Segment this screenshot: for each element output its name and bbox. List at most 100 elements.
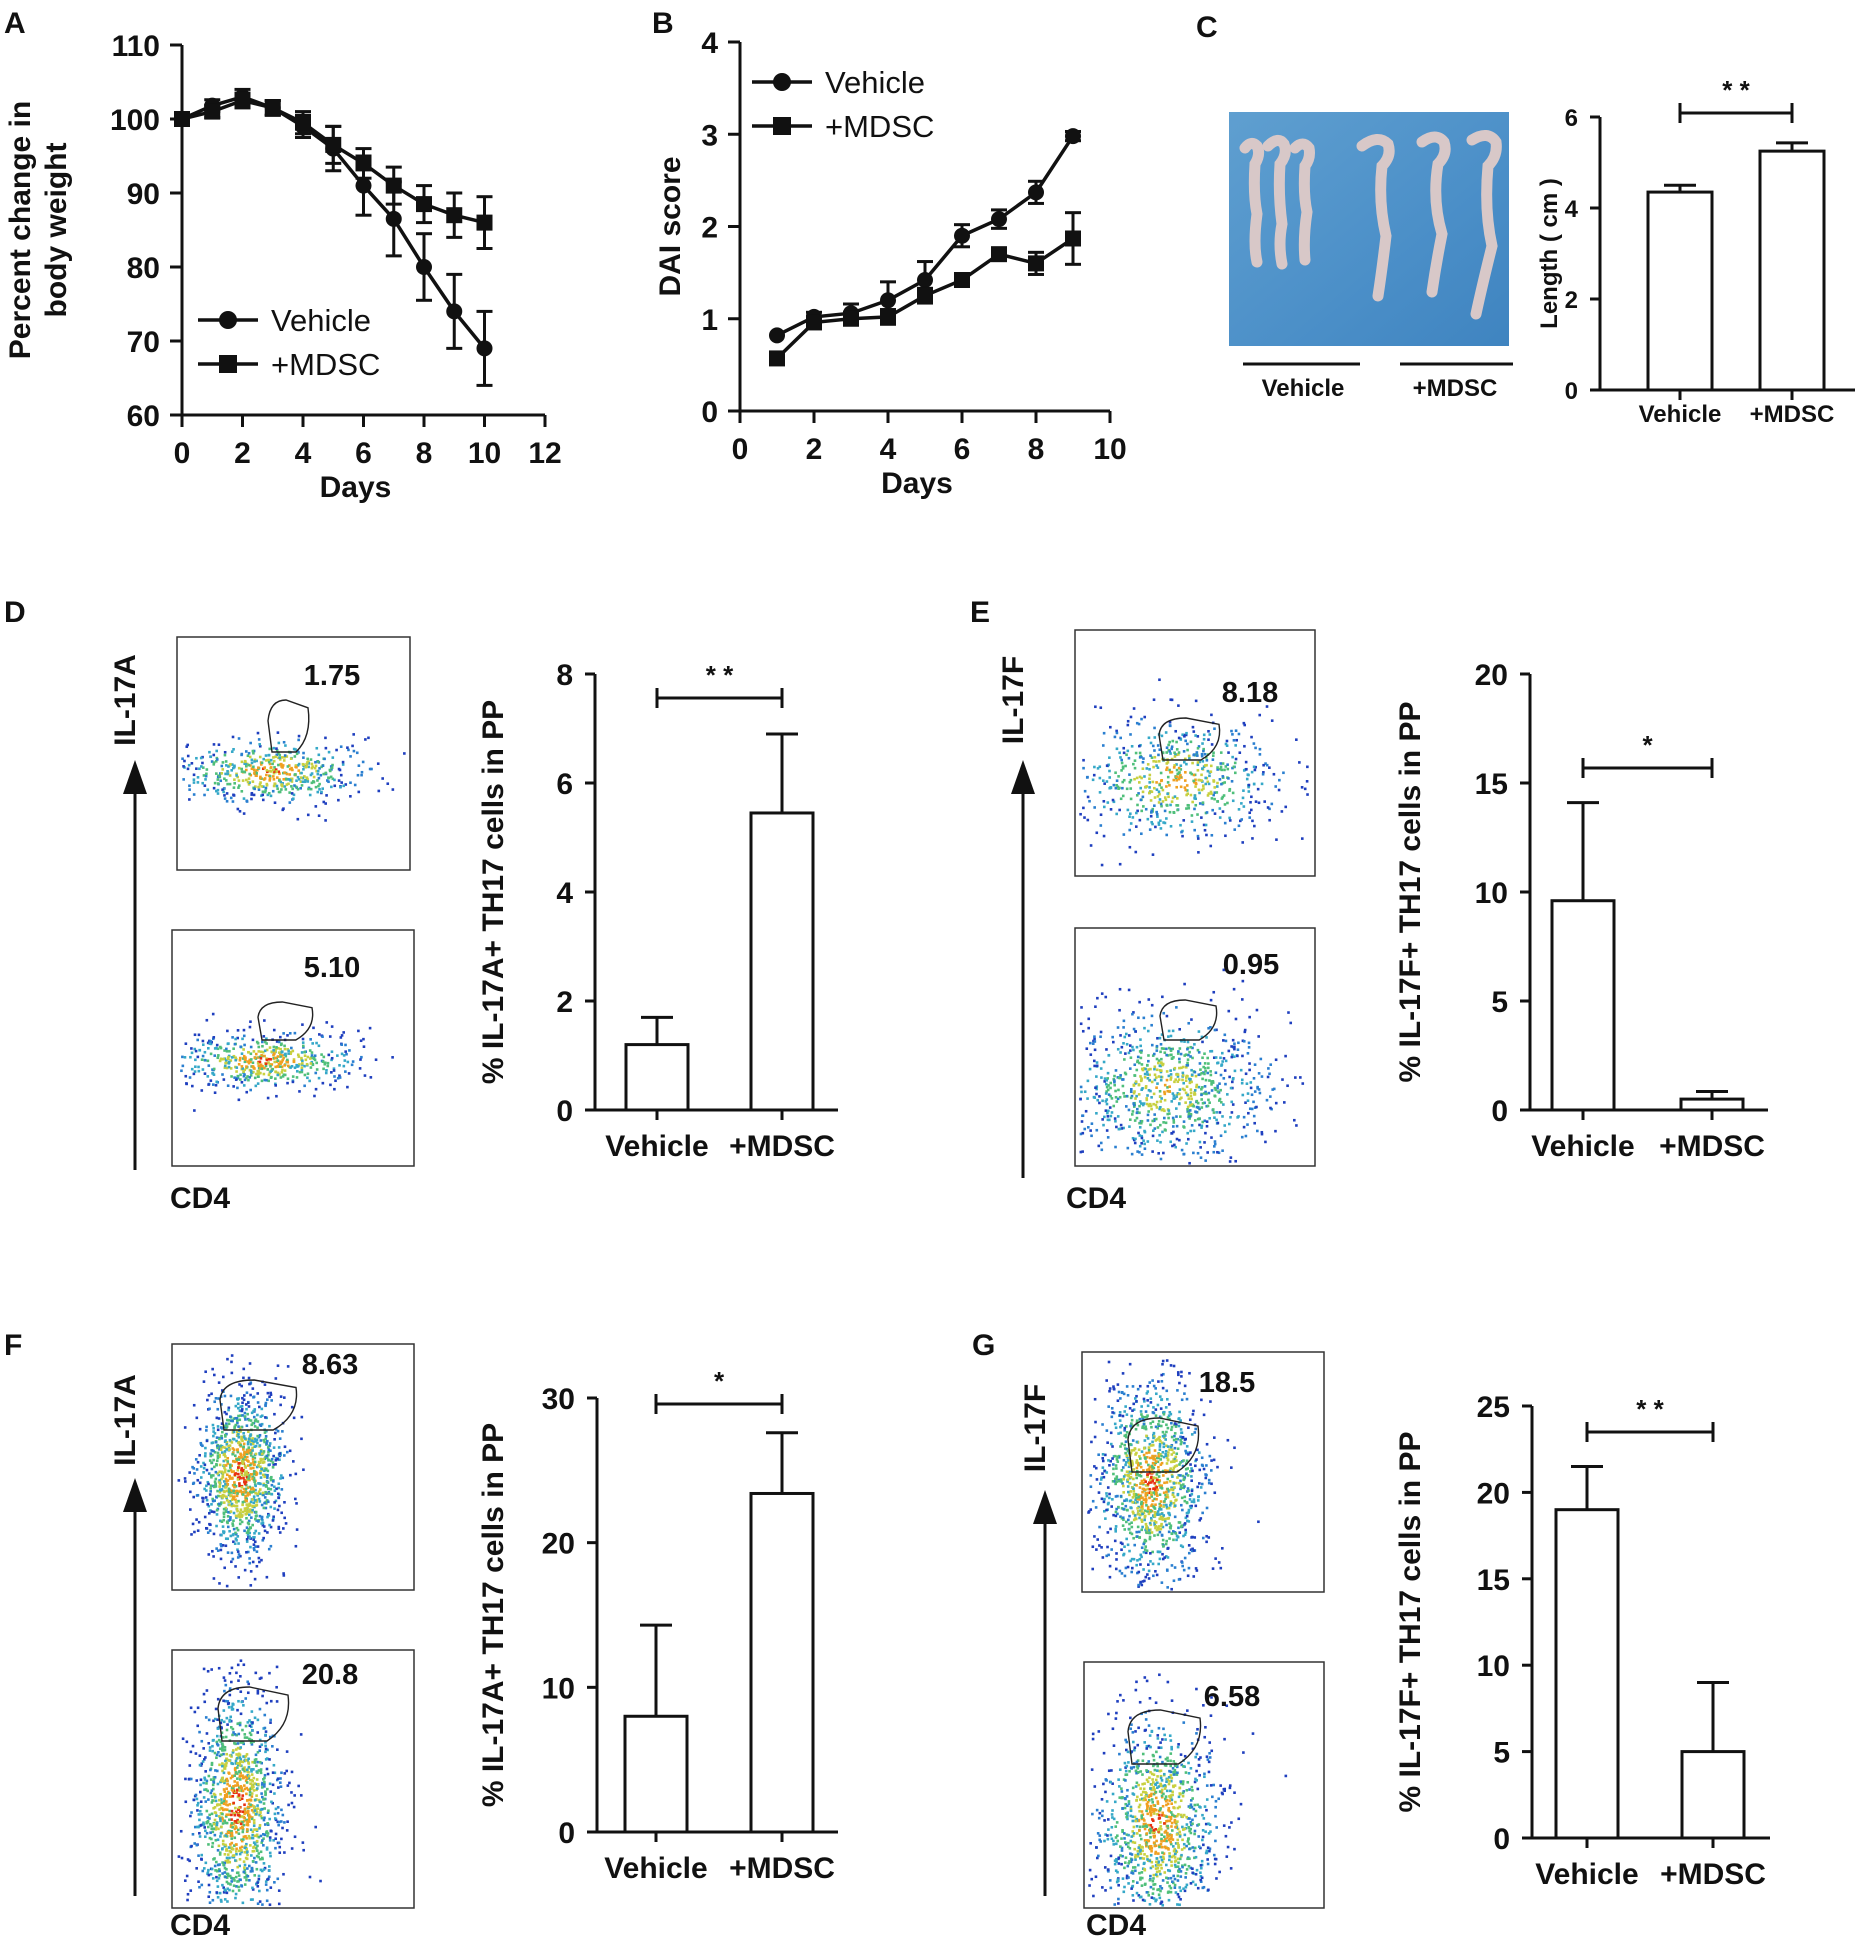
flow-event [1226,1093,1229,1096]
flow-event [266,1878,269,1881]
flow-event [243,1415,247,1418]
flow-event [212,1827,216,1831]
flow-event [1112,1078,1116,1081]
flow-event [195,767,198,770]
flow-event [230,1830,233,1833]
flow-event [197,1069,201,1073]
flow-event [228,1860,232,1864]
flow-event [286,765,290,768]
flow-event [1143,1129,1146,1133]
flow-event [1122,1091,1125,1095]
flow-event [255,774,258,777]
flow-event [1165,833,1169,837]
flow-event [1163,1128,1167,1131]
flow-event [248,1025,252,1029]
flow-event [234,1416,237,1420]
flow-event [224,1763,227,1767]
flow-event [195,1468,199,1471]
flow-event [202,1781,205,1785]
flow-event [218,1490,222,1494]
flow-event [330,1058,333,1062]
flow-event [256,1844,259,1848]
flow-event [237,737,241,740]
flow-event [256,1718,260,1722]
flow-event [247,1050,250,1054]
flow-event [1200,779,1203,782]
flow-event [258,744,262,748]
flow-event [244,1487,248,1491]
flow-event [1227,751,1230,754]
flow-event [1158,783,1161,787]
flow-event [209,755,213,759]
significance-marker: * [1642,730,1653,760]
flow-event [222,1463,226,1467]
flow-event [1155,1049,1159,1052]
flow-event [258,1827,261,1830]
flow-event [1087,1026,1090,1030]
flow-event [268,1865,271,1868]
flow-event [203,793,206,797]
flow-event [1134,850,1138,854]
flow-event [1207,1026,1210,1030]
flow-event [1160,734,1164,738]
flow-event [257,1532,261,1535]
flow-event [349,755,352,758]
flow-event [218,1851,222,1855]
flow-event [212,1510,216,1514]
flow-event [1300,786,1304,789]
flow-event [285,1829,289,1832]
flow-event [218,1437,221,1441]
flow-event [223,1808,227,1811]
flow-event [255,1764,258,1768]
flow-event [217,1725,221,1729]
flow-event [248,1536,252,1539]
flow-event [265,1480,269,1484]
flow-event [234,1498,237,1502]
flow-event [1243,1030,1247,1034]
flow-event [1248,1068,1251,1072]
flow-event [1218,1099,1221,1102]
flow-event [230,1075,233,1078]
significance-marker: * * [706,660,734,690]
flow-event [1113,1117,1117,1120]
flow-event [381,777,384,780]
flow-event [284,1054,288,1058]
flow-event [1202,733,1206,737]
flow-event [1111,1035,1114,1039]
flow-event [226,1084,230,1088]
flow-event [1168,740,1171,744]
flow-event [284,744,287,747]
flow-event [1131,1045,1134,1049]
flow-y-axis-label: IL-17A [109,654,142,746]
flow-event [226,1803,229,1807]
flow-event [215,1445,219,1448]
flow-event [255,1472,259,1475]
flow-event [342,1054,346,1057]
flow-event [1158,1069,1162,1072]
flow-event [326,779,329,782]
flow-event [1093,765,1096,769]
flow-event [1190,1080,1193,1084]
flow-event [1232,765,1236,769]
flow-event [1204,1131,1207,1135]
flow-event [1221,762,1225,765]
flow-event [314,1087,318,1091]
flow-event [215,1769,219,1773]
flow-event [221,761,225,764]
flow-event [269,1525,273,1529]
flow-event [209,1523,212,1527]
flow-event [1169,1034,1173,1038]
flow-event [1180,830,1183,834]
flow-event [250,793,254,796]
flow-event [257,1855,260,1859]
flow-event [289,1066,292,1069]
flow-event [184,1777,187,1781]
flow-event [242,1367,246,1371]
flow-event [264,786,268,790]
flow-event [1289,1021,1293,1025]
data-point [264,99,281,116]
flow-event [208,1407,211,1411]
flow-event [190,1047,193,1050]
flow-event [295,1502,298,1505]
